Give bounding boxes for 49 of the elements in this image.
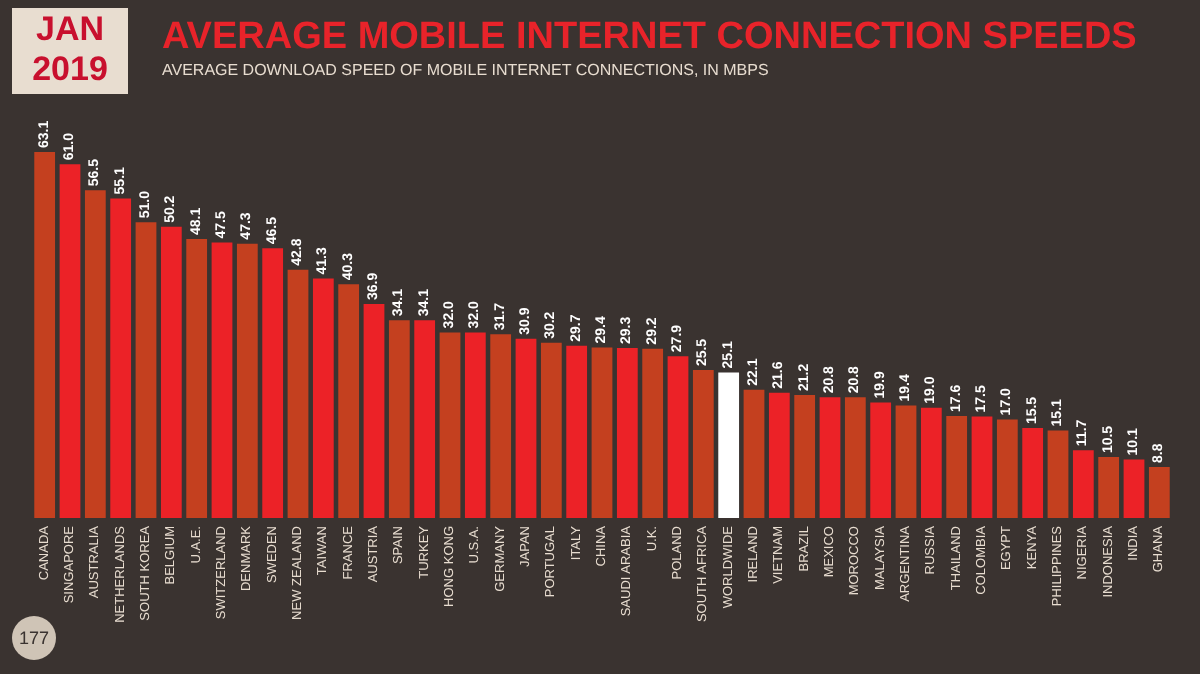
bar <box>971 416 993 518</box>
chart-title: AVERAGE MOBILE INTERNET CONNECTION SPEEDS <box>162 16 1137 58</box>
bar <box>135 222 157 518</box>
bar <box>490 334 512 518</box>
bar <box>1072 450 1094 518</box>
bar <box>1022 428 1044 518</box>
bar <box>591 347 613 518</box>
bar <box>768 392 790 518</box>
bar <box>718 372 740 518</box>
bar <box>844 397 866 518</box>
bar <box>692 370 714 518</box>
bar <box>464 332 486 518</box>
bar <box>338 284 360 518</box>
text: 177 <box>12 616 56 660</box>
bar <box>1123 459 1145 518</box>
bar <box>1148 466 1170 518</box>
bar <box>59 164 81 518</box>
bar <box>287 269 309 518</box>
bar <box>34 152 56 518</box>
chart-subtitle: AVERAGE DOWNLOAD SPEED OF MOBILE INTERNET CONNECTIONS, IN MBPS <box>162 61 769 79</box>
bar <box>566 345 588 518</box>
bar <box>540 342 562 518</box>
bar <box>110 198 132 518</box>
bar <box>414 320 436 518</box>
bar <box>667 356 689 518</box>
bar <box>1098 457 1120 518</box>
bar <box>996 419 1018 518</box>
bar <box>895 405 917 518</box>
bar <box>84 190 106 518</box>
bar <box>236 243 258 518</box>
bar <box>743 389 765 518</box>
bar <box>819 397 841 518</box>
bar <box>312 278 334 518</box>
bar <box>363 303 385 518</box>
bar <box>642 348 664 518</box>
bar <box>439 332 461 518</box>
bar <box>946 415 968 518</box>
bar <box>388 320 410 518</box>
bar <box>870 402 892 518</box>
bar <box>160 226 182 518</box>
bar <box>211 242 233 518</box>
bar <box>262 248 284 518</box>
bar <box>1047 430 1069 518</box>
bar <box>515 338 537 518</box>
bar <box>616 348 638 518</box>
bar <box>186 239 208 518</box>
bar <box>794 395 816 518</box>
text: JAN 2019 <box>12 8 128 94</box>
bar <box>920 407 942 518</box>
